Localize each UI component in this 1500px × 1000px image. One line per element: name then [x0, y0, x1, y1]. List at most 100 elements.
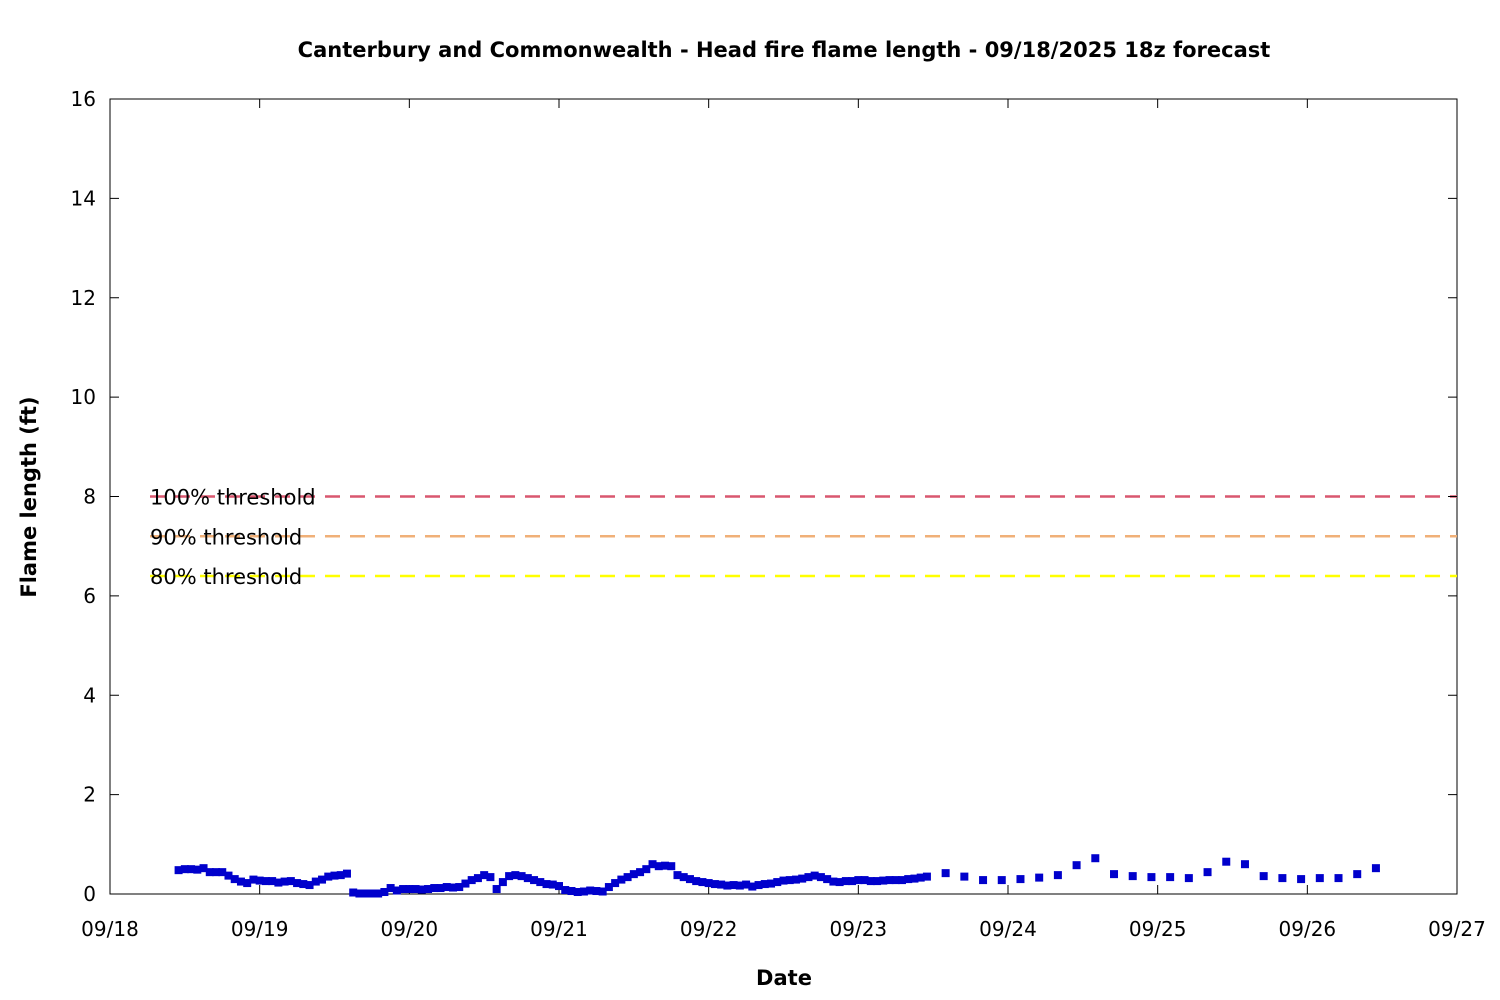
data-point — [897, 876, 906, 885]
x-tick-label: 09/26 — [1279, 917, 1337, 941]
data-point — [492, 885, 501, 894]
y-tick-label: 2 — [83, 783, 96, 807]
data-point — [960, 872, 969, 881]
data-point — [848, 877, 857, 886]
data-point — [286, 877, 295, 886]
data-point — [611, 879, 620, 888]
data-point — [205, 868, 214, 877]
data-point — [392, 886, 401, 895]
data-point — [710, 880, 719, 889]
data-point — [218, 868, 227, 877]
data-point — [293, 879, 302, 888]
data-point — [417, 885, 426, 894]
data-point — [530, 876, 539, 885]
data-point — [1353, 870, 1362, 879]
data-point — [536, 878, 545, 887]
data-point — [717, 880, 726, 889]
data-point — [854, 876, 863, 885]
data-point — [629, 870, 638, 879]
data-point — [904, 875, 913, 884]
data-point — [480, 871, 489, 880]
data-point — [729, 881, 738, 890]
data-point — [561, 886, 570, 895]
data-point — [685, 875, 694, 884]
data-point — [723, 881, 732, 890]
data-point — [399, 885, 408, 894]
data-point — [367, 889, 376, 898]
x-tick-label: 09/24 — [979, 917, 1037, 941]
data-point — [193, 865, 202, 874]
data-point — [623, 873, 632, 882]
data-point — [274, 878, 283, 887]
data-point — [860, 876, 869, 885]
data-point — [311, 877, 320, 886]
data-point — [523, 874, 532, 883]
data-point — [542, 880, 551, 889]
data-point — [692, 877, 701, 886]
data-point — [1110, 870, 1119, 879]
data-point — [941, 869, 950, 878]
data-point — [324, 872, 333, 881]
data-point — [349, 888, 358, 897]
data-point — [405, 885, 414, 894]
data-point — [879, 876, 888, 885]
data-point — [679, 873, 688, 882]
y-tick-label: 10 — [71, 385, 96, 409]
data-point — [467, 876, 476, 885]
data-point — [473, 874, 482, 883]
data-point — [180, 865, 189, 874]
data-point — [816, 873, 825, 882]
data-point — [361, 889, 370, 898]
data-point — [1259, 872, 1268, 881]
x-tick-label: 09/27 — [1428, 917, 1486, 941]
data-point — [1203, 868, 1212, 877]
data-point — [997, 876, 1006, 885]
data-point — [442, 883, 451, 892]
data-point — [386, 884, 395, 893]
data-point — [318, 875, 327, 884]
data-point — [1371, 864, 1380, 873]
data-point — [885, 876, 894, 885]
data-point — [604, 883, 613, 892]
data-point — [374, 889, 383, 898]
flame-length-series — [174, 854, 1380, 898]
y-tick-label: 12 — [71, 286, 96, 310]
data-point — [767, 879, 776, 888]
y-tick-label: 16 — [71, 87, 96, 111]
data-point — [436, 884, 445, 893]
data-point — [424, 885, 433, 894]
data-point — [579, 887, 588, 896]
data-point — [654, 862, 663, 871]
data-point — [698, 878, 707, 887]
data-point — [742, 880, 751, 889]
data-point — [236, 877, 245, 886]
data-point — [916, 873, 925, 882]
data-point — [648, 860, 657, 869]
x-tick-label: 09/21 — [530, 917, 588, 941]
data-point — [305, 881, 314, 890]
y-tick-label: 0 — [83, 882, 96, 906]
y-axis: 0 2 4 6 8 10 12 14 16 — [71, 87, 1457, 906]
data-point — [798, 874, 807, 883]
data-point — [642, 865, 651, 874]
data-point — [224, 871, 233, 880]
data-point — [1184, 874, 1193, 883]
y-tick-label: 8 — [83, 485, 96, 509]
data-point — [199, 864, 208, 873]
data-point — [268, 877, 277, 886]
data-point — [455, 883, 464, 892]
x-tick-label: 09/22 — [680, 917, 738, 941]
data-point — [567, 887, 576, 896]
data-point — [573, 888, 582, 897]
data-point — [1016, 875, 1025, 884]
data-point — [511, 871, 520, 880]
data-point — [299, 880, 308, 889]
y-tick-label: 6 — [83, 584, 96, 608]
threshold-label: 100% threshold — [150, 486, 316, 510]
data-point — [804, 873, 813, 882]
data-point — [673, 871, 682, 880]
data-point — [586, 886, 595, 895]
data-point — [212, 868, 221, 877]
data-point — [1053, 871, 1062, 880]
